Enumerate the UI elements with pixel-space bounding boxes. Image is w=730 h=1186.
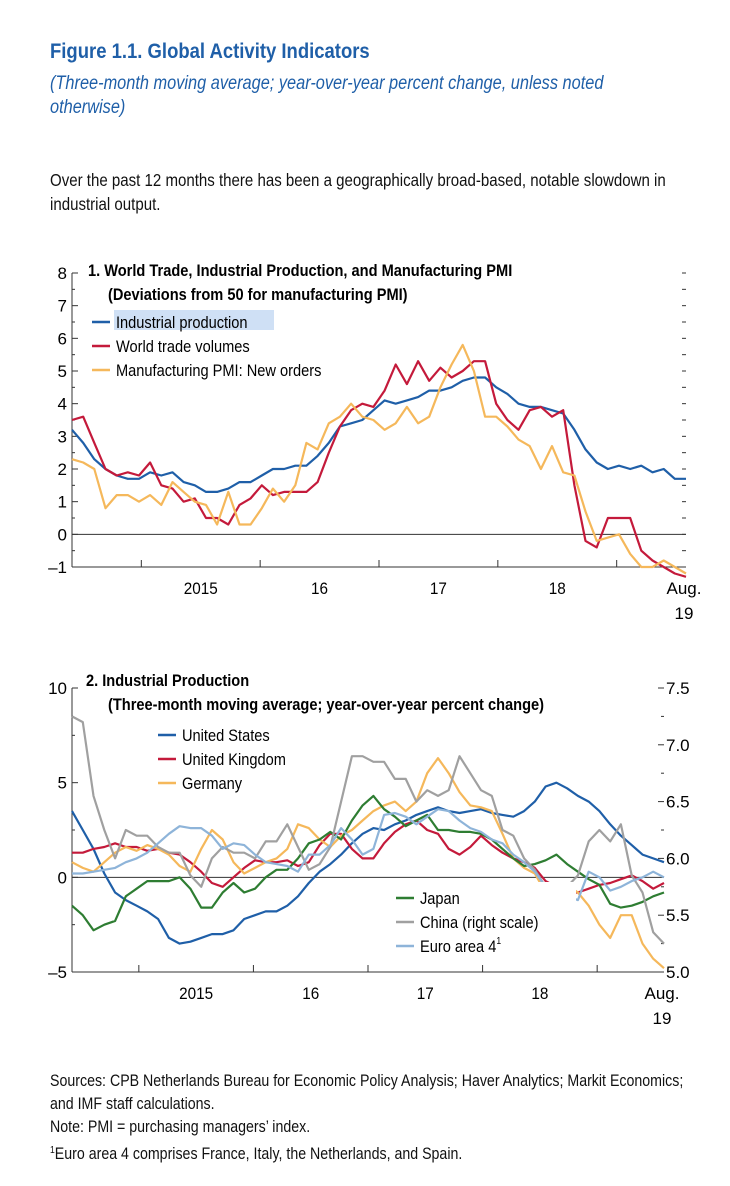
legend-label-japan: Japan	[420, 890, 460, 908]
legend-label-germany: Germany	[182, 775, 242, 793]
panel-2-subtitle: (Three-month moving average; year-over-y…	[108, 696, 544, 714]
series-line-world-trade-volumes	[71, 360, 687, 578]
left-axis-tick-label: 4	[58, 395, 67, 414]
panel-1-chart: –1 0 1 2 3 4 5 6 7 8 2015 16 17 18 Aug. 19 1. World Tra…	[48, 262, 702, 623]
panel-1-subtitle: (Deviations from 50 for manufacturing PM…	[108, 286, 408, 304]
panel-1-legend: Industrial production World trade volume…	[92, 310, 322, 380]
left-axis-tick-label: 7	[58, 297, 67, 316]
legend-background	[390, 882, 576, 960]
figure-footer: Sources: CPB Netherlands Bureau for Econ…	[50, 1070, 704, 1166]
right-axis-tick-label: 5.0	[666, 963, 690, 982]
legend-label-euro-area-4-sup: 1	[496, 935, 501, 946]
left-axis-tick-label: 1	[58, 493, 67, 512]
legend-label-euro-area-4: Euro area 41	[420, 935, 501, 956]
right-axis-tick-label: 6.5	[666, 793, 690, 812]
left-axis-tick-label: 3	[58, 427, 67, 446]
right-axis-tick-label: 7.5	[666, 679, 690, 698]
x-axis-tick-label: 18	[549, 579, 566, 598]
x-axis-tick-label: 18	[531, 984, 548, 1003]
left-axis-tick-label: 0	[58, 868, 67, 887]
panel-2-legend-top: United States United Kingdom Germany	[158, 727, 286, 793]
panel-1-title: 1. World Trade, Industrial Production, a…	[88, 262, 512, 280]
series-line-manufacturing-pmi-new-orders	[71, 343, 687, 575]
legend-label-china: China (right scale)	[420, 914, 539, 932]
series-line-japan	[71, 794, 665, 932]
figure-intro-text: Over the past 12 months there has been a…	[50, 170, 666, 214]
legend-label-world-trade: World trade volumes	[116, 338, 250, 356]
footer-sources: Sources: CPB Netherlands Bureau for Econ…	[50, 1072, 684, 1113]
figure-subtitle: (Three-month moving average; year-over-y…	[50, 73, 604, 118]
right-axis-tick-label: 7.0	[666, 736, 690, 755]
footnote-mark: 1	[50, 1145, 55, 1156]
panel-2-chart: –5 0 5 10 5.0 5.5 6.0 6.5 7.0 7.5 2015 16 17 18 Aug. 19…	[48, 672, 690, 1028]
x-axis-tick-label: Aug.	[667, 579, 702, 598]
series-line-united-states	[71, 781, 665, 945]
left-axis-tick-label: –1	[48, 558, 67, 577]
left-axis-tick-label: 8	[58, 264, 67, 283]
left-axis-tick-label: 10	[48, 679, 67, 698]
x-axis-tick-label: Aug.	[645, 984, 680, 1003]
x-axis-tick-label: 19	[653, 1009, 672, 1028]
footer-footnote: 1Euro area 4 comprises France, Italy, th…	[50, 1139, 704, 1166]
x-axis-tick-label: 17	[417, 984, 434, 1003]
left-axis-tick-label: 6	[58, 329, 67, 348]
x-axis-tick-label: 16	[302, 984, 319, 1003]
footnote-text: Euro area 4 comprises France, Italy, the…	[54, 1145, 463, 1163]
legend-label-euro-area-4-text: Euro area 4	[420, 938, 497, 956]
left-axis-tick-label: 2	[58, 460, 67, 479]
x-axis-tick-label: 2015	[179, 984, 213, 1003]
x-axis-tick-label: 19	[675, 604, 694, 623]
x-axis-tick-label: 17	[430, 579, 447, 598]
legend-label-industrial-production: Industrial production	[116, 314, 248, 332]
legend-label-pmi-new-orders: Manufacturing PMI: New orders	[116, 362, 322, 380]
left-axis-tick-label: 0	[58, 525, 67, 544]
figure-title: Figure 1.1. Global Activity Indicators	[50, 40, 370, 63]
legend-label-united-kingdom: United Kingdom	[182, 751, 286, 769]
panel-2-legend-bottom: Japan China (right scale) Euro area 41	[390, 882, 576, 960]
x-axis-tick-label: 2015	[184, 579, 218, 598]
x-axis-tick-label: 16	[311, 579, 328, 598]
left-axis-tick-label: –5	[48, 963, 67, 982]
right-axis-tick-label: 5.5	[666, 906, 690, 925]
left-axis-tick-label: 5	[58, 362, 67, 381]
footer-note: Note: PMI = purchasing managers’ index.	[50, 1118, 311, 1136]
legend-highlight	[114, 310, 274, 330]
legend-label-united-states: United States	[182, 727, 270, 745]
left-axis-tick-label: 5	[58, 774, 67, 793]
series-line-industrial-production	[71, 376, 686, 493]
right-axis-tick-label: 6.0	[666, 849, 690, 868]
panel-2-title: 2. Industrial Production	[86, 672, 249, 690]
